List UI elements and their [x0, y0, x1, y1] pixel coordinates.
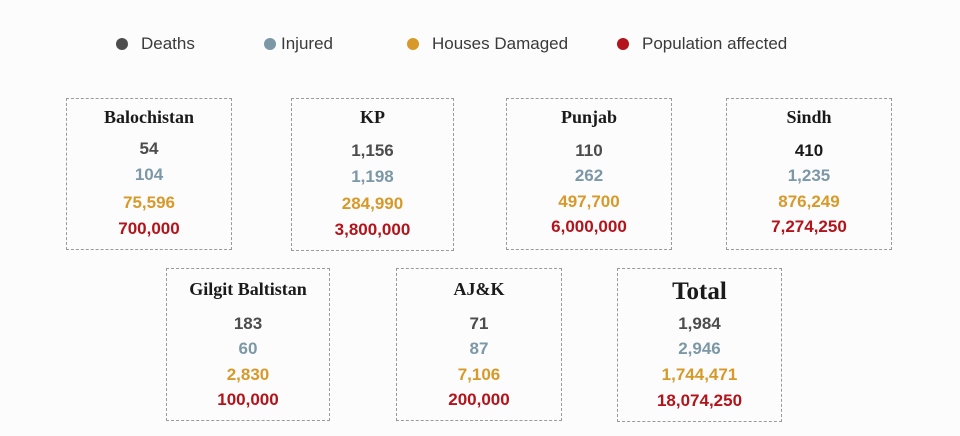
injured-value: 87 [469, 339, 489, 358]
deaths-value: 183 [233, 314, 263, 333]
region-title: Sindh [786, 107, 832, 127]
population-value: 6,000,000 [551, 217, 627, 236]
houses-value: 876,249 [778, 192, 840, 211]
injured-value: 1,198 [351, 167, 394, 186]
region-card-kp: KP 1,156 1,198 284,990 3,800,000 [291, 98, 454, 251]
legend-item-injured: Injured [264, 31, 333, 57]
legend: Deaths Injured Houses Damaged Population… [0, 31, 960, 57]
population-value: 100,000 [217, 390, 279, 409]
population-value: 3,800,000 [334, 220, 411, 239]
region-title: AJ&K [453, 279, 505, 299]
region-title: Punjab [560, 107, 618, 127]
houses-value: 2,830 [226, 365, 270, 384]
population-dot-icon [617, 38, 629, 50]
deaths-value: 54 [139, 139, 159, 158]
houses-dot-icon [407, 38, 419, 50]
injured-value: 104 [134, 165, 164, 184]
deaths-value: 1,156 [351, 141, 394, 160]
population-value: 7,274,250 [771, 217, 847, 236]
legend-item-deaths: Deaths [116, 31, 195, 57]
deaths-value: 110 [575, 141, 603, 160]
region-card-ajk: AJ&K 71 87 7,106 200,000 [396, 268, 562, 421]
injured-value: 1,235 [787, 166, 831, 185]
houses-value: 75,596 [123, 193, 175, 212]
houses-value: 1,744,471 [661, 365, 738, 384]
region-card-gilgit-baltistan: Gilgit Baltistan 183 60 2,830 100,000 [166, 268, 330, 421]
deaths-value: 410 [794, 141, 824, 160]
injured-value: 2,946 [678, 339, 721, 358]
population-value: 700,000 [118, 219, 180, 238]
population-value: 18,074,250 [656, 391, 743, 410]
injured-value: 60 [238, 339, 258, 358]
deaths-dot-icon [116, 38, 128, 50]
region-title: Gilgit Baltistan [189, 279, 307, 299]
legend-label: Population affected [642, 34, 788, 53]
population-value: 200,000 [448, 390, 510, 409]
legend-item-houses-damaged: Houses Damaged [407, 31, 568, 57]
legend-item-population-affected: Population affected [617, 31, 787, 57]
region-title: Balochistan [103, 107, 195, 127]
injured-value: 262 [574, 166, 604, 185]
injured-dot-icon [264, 38, 276, 50]
region-card-balochistan: Balochistan 54 104 75,596 700,000 [66, 98, 232, 250]
total-card: Total 1,984 2,946 1,744,471 18,074,250 [617, 268, 782, 422]
deaths-value: 71 [469, 314, 489, 333]
legend-label: Injured [281, 34, 333, 53]
region-card-punjab: Punjab 110 262 497,700 6,000,000 [506, 98, 672, 250]
legend-label: Deaths [141, 34, 195, 53]
houses-value: 284,990 [341, 194, 404, 213]
houses-value: 7,106 [457, 365, 501, 384]
region-title: KP [360, 107, 385, 127]
total-title: Total [672, 278, 727, 305]
houses-value: 497,700 [558, 192, 620, 211]
legend-label: Houses Damaged [432, 34, 569, 53]
region-card-sindh: Sindh 410 1,235 876,249 7,274,250 [726, 98, 892, 250]
deaths-value: 1,984 [678, 314, 721, 333]
